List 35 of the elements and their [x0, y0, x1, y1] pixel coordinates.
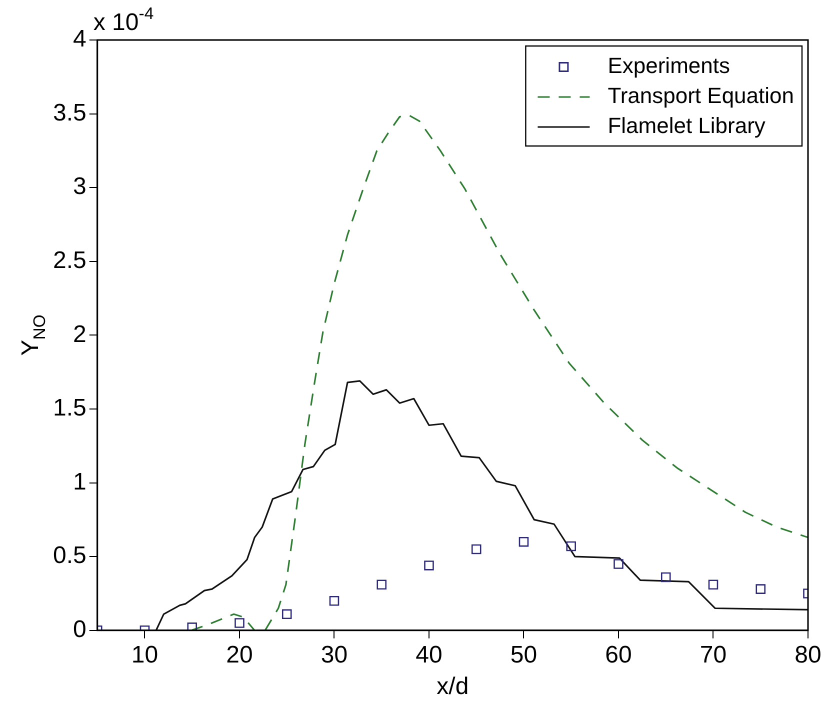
point [756, 584, 766, 594]
point [329, 596, 340, 606]
x-tick-label: 60 [605, 641, 632, 668]
y-tick-label: 0.5 [52, 542, 86, 570]
y-tick-label: 1 [73, 468, 86, 496]
x-tick-label: 10 [131, 641, 158, 668]
legend-label: Flamelet Library [608, 113, 766, 138]
y-tick-label: 3.5 [52, 99, 86, 126]
x-axis-title: x/d [436, 673, 469, 700]
point [376, 580, 387, 590]
x-tick-label: 30 [320, 641, 348, 668]
point [187, 622, 198, 630]
point [614, 559, 624, 569]
y-tick-label: 2.5 [52, 247, 86, 274]
point [234, 618, 244, 628]
y-tick-label: 3 [73, 173, 86, 200]
point [471, 544, 482, 554]
point [518, 536, 529, 547]
x-tick-label: 40 [416, 641, 442, 668]
y-tick-label: 1.5 [52, 394, 86, 422]
x-tick-label: 20 [226, 641, 253, 668]
point [660, 572, 671, 582]
point [708, 580, 718, 590]
x-tick-label: 70 [700, 641, 727, 668]
point [566, 541, 576, 552]
y-tick-label: 0 [73, 616, 86, 644]
legend-label: Transport Equation [608, 83, 794, 108]
legend-label: Experiments [608, 53, 730, 78]
x-tick-label: 50 [510, 641, 538, 668]
y-tick-label: 4 [73, 26, 86, 53]
y-tick-label: 2 [73, 320, 86, 348]
point [424, 560, 434, 570]
x-tick-label: 80 [794, 641, 822, 668]
y-axis-title: YNO [17, 314, 50, 356]
point [282, 609, 292, 620]
